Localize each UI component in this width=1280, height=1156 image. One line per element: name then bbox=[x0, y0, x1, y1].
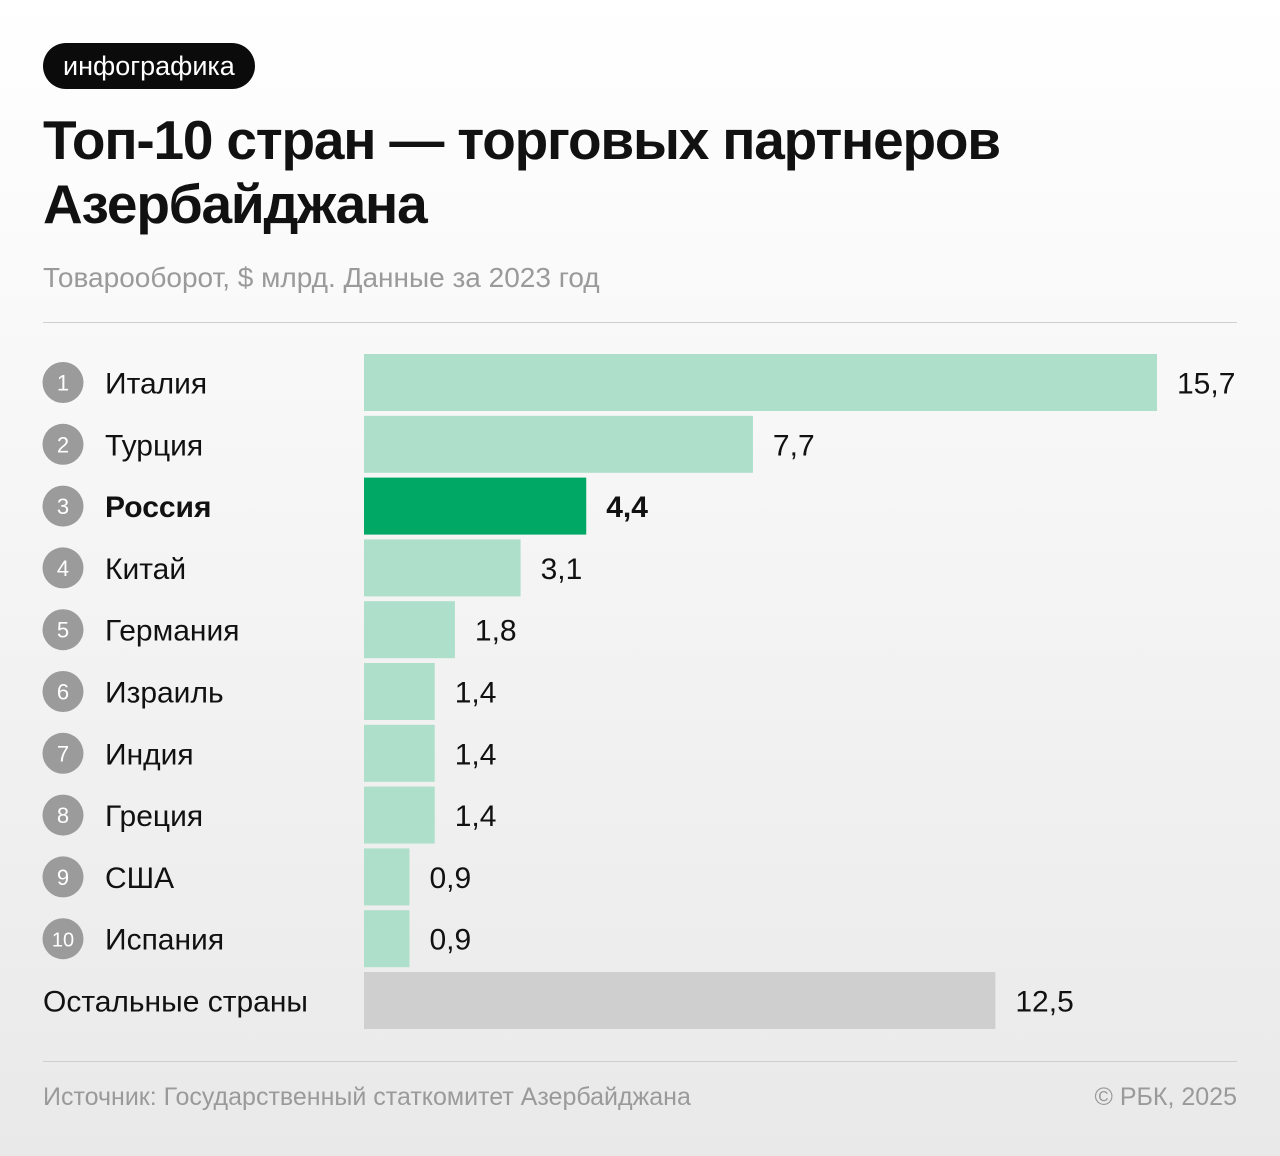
value-label: 0,9 bbox=[429, 862, 471, 895]
copyright: © РБК, 2025 bbox=[1094, 1083, 1237, 1111]
rank-circle bbox=[42, 856, 84, 898]
rank-circle bbox=[42, 794, 84, 836]
bar bbox=[364, 601, 455, 659]
infographic-badge: инфографика bbox=[43, 43, 255, 89]
rank-number: 4 bbox=[57, 556, 69, 581]
category-label: Греция bbox=[105, 800, 203, 833]
bar bbox=[364, 910, 410, 968]
rank-circle bbox=[42, 671, 84, 712]
category-label: Индия bbox=[105, 738, 194, 771]
value-label: 1,4 bbox=[455, 738, 497, 771]
value-label: 1,4 bbox=[455, 800, 497, 833]
category-label: Израиль bbox=[105, 677, 224, 710]
category-label: Россия bbox=[105, 491, 212, 524]
rank-number: 3 bbox=[57, 494, 69, 519]
category-label: Испания bbox=[105, 924, 224, 957]
bar bbox=[364, 972, 996, 1029]
rank-number: 2 bbox=[57, 432, 69, 457]
category-label: США bbox=[105, 862, 174, 895]
bar bbox=[364, 848, 410, 906]
rank-circle bbox=[42, 485, 84, 527]
rank-circle bbox=[42, 918, 84, 960]
bar bbox=[364, 724, 435, 782]
category-label: Китай bbox=[105, 553, 186, 586]
source-note: Источник: Государственный статкомитет Аз… bbox=[43, 1083, 691, 1111]
value-label: 12,5 bbox=[1015, 986, 1073, 1019]
rank-circle bbox=[42, 547, 84, 589]
category-label: Остальные страны bbox=[43, 986, 308, 1019]
rank-number: 9 bbox=[57, 865, 69, 890]
category-label: Турция bbox=[105, 429, 203, 462]
value-label: 4,4 bbox=[606, 491, 648, 524]
value-label: 3,1 bbox=[541, 553, 583, 586]
rank-number: 6 bbox=[57, 680, 69, 705]
bar bbox=[364, 663, 435, 720]
chart-title: Топ-10 стран — торговых партнеров Азерба… bbox=[43, 109, 1001, 235]
chart-subtitle: Товарооборот, $ млрд. Данные за 2023 год bbox=[43, 262, 600, 293]
bar bbox=[364, 354, 1157, 411]
category-label: Германия bbox=[105, 615, 240, 648]
rank-circle bbox=[42, 423, 84, 465]
rank-number: 8 bbox=[57, 803, 69, 828]
bar bbox=[364, 539, 521, 597]
value-label: 1,4 bbox=[455, 677, 497, 710]
bar bbox=[364, 415, 753, 473]
bar bbox=[364, 786, 435, 844]
rank-number: 1 bbox=[57, 371, 69, 396]
value-label: 0,9 bbox=[429, 924, 471, 957]
rank-number: 5 bbox=[57, 618, 69, 643]
rank-circle bbox=[42, 609, 84, 651]
rank-number: 10 bbox=[52, 930, 74, 952]
category-label: Италия bbox=[105, 368, 207, 401]
value-label: 7,7 bbox=[773, 429, 815, 462]
rank-circle bbox=[42, 362, 84, 403]
rank-circle bbox=[42, 732, 84, 774]
bar-highlight bbox=[364, 477, 587, 535]
bottom-divider bbox=[43, 1061, 1237, 1062]
rank-number: 7 bbox=[57, 741, 69, 766]
top-divider bbox=[43, 322, 1237, 323]
value-label: 15,7 bbox=[1177, 368, 1235, 401]
value-label: 1,8 bbox=[475, 615, 517, 648]
